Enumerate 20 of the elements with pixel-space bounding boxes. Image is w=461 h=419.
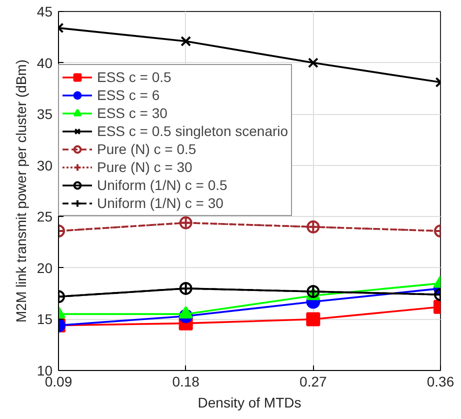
y-axis-title: M2M link transmit power per cluster (dBm) — [12, 60, 29, 322]
x-tick-label: 0.36 — [426, 374, 454, 390]
x-axis-title: Density of MTDs — [198, 394, 302, 410]
x-tick-label: 0.18 — [172, 374, 200, 390]
y-tick-label: 15 — [36, 311, 53, 328]
legend-label: Uniform (1/N) c = 0.5 — [97, 176, 228, 194]
y-tick-label: 30 — [36, 157, 53, 174]
x-tick-label: 0.27 — [300, 374, 328, 390]
legend-label: ESS c = 6 — [97, 86, 160, 104]
y-tick-label: 20 — [36, 260, 53, 276]
legend-label: ESS c = 30 — [97, 104, 168, 122]
legend-label: Uniform (1/N) c = 30 — [97, 194, 224, 212]
y-tick-label: 45 — [36, 4, 53, 20]
legend-label: ESS c = 0.5 — [97, 68, 172, 86]
legend-label: Pure (N) c = 30 — [97, 158, 192, 176]
legend-label: Pure (N) c = 0.5 — [97, 140, 196, 158]
y-tick-label: 40 — [36, 54, 53, 71]
y-tick-label: 35 — [36, 106, 53, 122]
y-tick-label: 25 — [36, 208, 53, 225]
legend-label: ESS c = 0.5 singleton scenario — [97, 122, 288, 140]
